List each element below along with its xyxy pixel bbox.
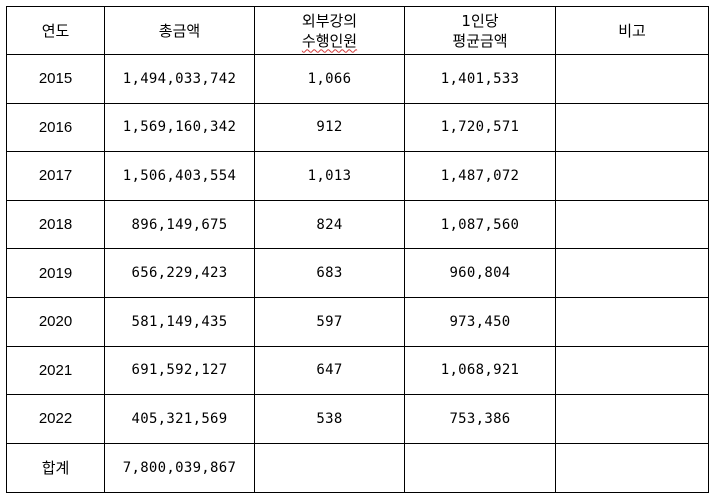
header-per-person-line2: 평균금액	[452, 31, 508, 50]
table-row: 2020 581,149,435 597 973,450	[6, 296, 709, 347]
cell-note	[555, 151, 709, 201]
header-note: 비고	[555, 6, 709, 55]
cell-year: 2017	[6, 151, 105, 201]
cell-total: 1,569,160,342	[104, 102, 255, 153]
cell-average: 1,401,533	[404, 54, 556, 104]
cell-count: 597	[254, 296, 405, 347]
table-row: 2016 1,569,160,342 912 1,720,571	[6, 102, 709, 153]
header-row: 연도 총금액 외부강의 수행인원 1인당 평균금액 비고	[6, 6, 709, 55]
header-year: 연도	[6, 6, 105, 55]
cell-year: 2015	[6, 54, 105, 104]
cell-average: 1,487,072	[404, 151, 556, 201]
table-row: 2018 896,149,675 824 1,087,560	[6, 199, 709, 250]
cell-count: 912	[254, 102, 405, 153]
cell-total: 691,592,127	[104, 345, 255, 396]
cell-total-label: 합계	[6, 442, 105, 493]
cell-average: 1,720,571	[404, 102, 556, 153]
table-row: 2019 656,229,423 683 960,804	[6, 248, 709, 298]
cell-note	[555, 296, 709, 347]
header-per-person-average: 1인당 평균금액	[404, 6, 556, 55]
cell-note	[555, 54, 709, 104]
cell-year: 2020	[6, 296, 105, 347]
cell-count: 1,066	[254, 54, 405, 104]
table-row: 2022 405,321,569 538 753,386	[6, 394, 709, 444]
cell-average: 1,068,921	[404, 345, 556, 396]
cell-note	[555, 102, 709, 153]
header-total-amount: 총금액	[104, 6, 255, 55]
cell-year: 2018	[6, 199, 105, 250]
cell-total: 1,494,033,742	[104, 54, 255, 104]
cell-grand-total: 7,800,039,867	[104, 442, 255, 493]
cell-year: 2021	[6, 345, 105, 396]
cell-count: 647	[254, 345, 405, 396]
cell-year: 2019	[6, 248, 105, 298]
cell-count: 1,013	[254, 151, 405, 201]
cell-note	[555, 345, 709, 396]
header-lecturer-count-line1: 외부강의	[301, 11, 358, 30]
header-lecturer-count: 외부강의 수행인원	[254, 6, 405, 55]
cell-average: 960,804	[404, 248, 556, 298]
cell-note	[555, 199, 709, 250]
header-lecturer-count-line2: 수행인원	[301, 31, 358, 50]
cell-total-count	[254, 442, 405, 493]
cell-total: 1,506,403,554	[104, 151, 255, 201]
cell-average: 753,386	[404, 394, 556, 444]
table-row: 2017 1,506,403,554 1,013 1,487,072	[6, 151, 709, 201]
lecture-stats-table: 연도 총금액 외부강의 수행인원 1인당 평균금액 비고 2015 1,494,…	[6, 6, 709, 493]
cell-total: 405,321,569	[104, 394, 255, 444]
cell-total-note	[555, 442, 709, 493]
cell-count: 538	[254, 394, 405, 444]
cell-total: 581,149,435	[104, 296, 255, 347]
cell-note	[555, 248, 709, 298]
cell-total: 656,229,423	[104, 248, 255, 298]
table-row: 2015 1,494,033,742 1,066 1,401,533	[6, 54, 709, 104]
cell-count: 683	[254, 248, 405, 298]
cell-note	[555, 394, 709, 444]
cell-total: 896,149,675	[104, 199, 255, 250]
data-table-container: 연도 총금액 외부강의 수행인원 1인당 평균금액 비고 2015 1,494,…	[6, 6, 709, 493]
cell-total-average	[404, 442, 556, 493]
total-row: 합계 7,800,039,867	[6, 442, 709, 493]
table-row: 2021 691,592,127 647 1,068,921	[6, 345, 709, 396]
cell-year: 2016	[6, 102, 105, 153]
cell-average: 1,087,560	[404, 199, 556, 250]
cell-year: 2022	[6, 394, 105, 444]
cell-average: 973,450	[404, 296, 556, 347]
header-per-person-line1: 1인당	[461, 11, 499, 30]
cell-count: 824	[254, 199, 405, 250]
